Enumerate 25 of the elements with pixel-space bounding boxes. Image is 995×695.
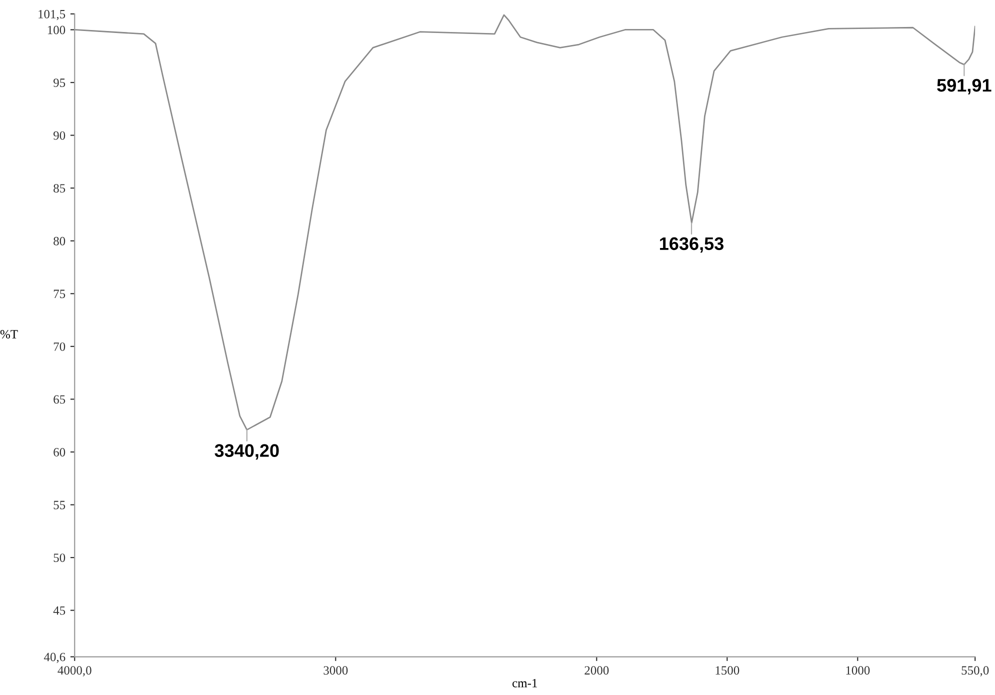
y-axis-title: %T [0, 330, 18, 339]
y-tick-label: 65 [54, 395, 66, 404]
y-tick-label: 60 [54, 448, 66, 456]
y-tick-label: 45 [53, 606, 66, 615]
y-tick-label: 95 [54, 78, 66, 87]
y-tick-label: 70 [54, 342, 66, 351]
y-tick-label: 90 [54, 131, 66, 140]
x-tick-label: 1500 [716, 666, 740, 675]
y-tick-label: 50 [54, 554, 66, 562]
y-tick-label: 80 [54, 236, 66, 246]
y-tick-label: 100 [48, 26, 66, 34]
x-tick-label: 550,0 [962, 666, 989, 676]
y-tick-label: 85 [54, 184, 66, 193]
y-tick-label: 55 [54, 500, 66, 510]
x-axis-title: cm-1 [512, 678, 537, 688]
annotation: 1636,53 [660, 237, 724, 253]
annotation: 591,91 [937, 78, 992, 94]
y-tick-label: 101,5 [38, 10, 66, 20]
y-tick-label: 75 [54, 290, 66, 298]
x-tick-label: 1000 [846, 666, 870, 675]
y-tick-label: 40,6 [44, 652, 66, 664]
x-tick-label: 3000 [324, 666, 348, 675]
annotation: 3340,20 [214, 444, 279, 460]
x-tick-label: 4000,0 [58, 666, 92, 676]
x-tick-label: 2000 [584, 666, 609, 675]
